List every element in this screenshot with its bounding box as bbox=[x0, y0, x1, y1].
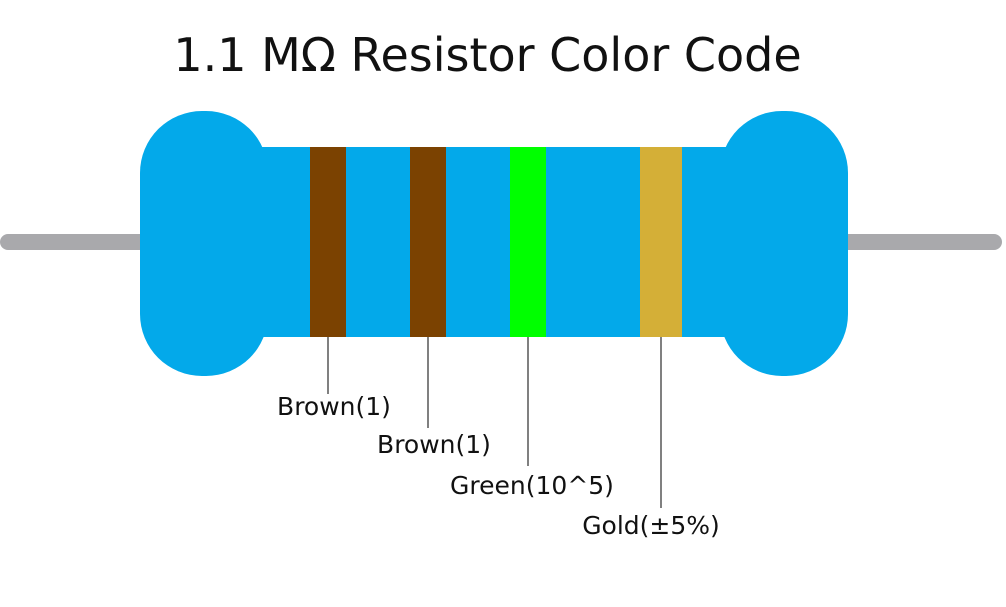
labels-layer: Brown(1) Brown(1) Green(10^5) Gold(±5%) bbox=[277, 392, 720, 540]
end-cap-left bbox=[140, 111, 268, 376]
band-1-label: Brown(1) bbox=[277, 392, 391, 421]
band-2-brown bbox=[410, 147, 446, 337]
band-3-green bbox=[510, 147, 546, 337]
pointers-layer bbox=[327, 337, 662, 508]
band-4-label: Gold(±5%) bbox=[582, 511, 720, 540]
band-4-gold bbox=[640, 147, 682, 337]
end-cap-right bbox=[720, 111, 848, 376]
band-2-label: Brown(1) bbox=[377, 430, 491, 459]
resistor-body bbox=[140, 111, 848, 376]
bands-layer bbox=[310, 147, 682, 337]
band-3-label: Green(10^5) bbox=[450, 471, 614, 500]
page-title: 1.1 MΩ Resistor Color Code bbox=[173, 28, 802, 82]
band-1-brown bbox=[310, 147, 346, 337]
